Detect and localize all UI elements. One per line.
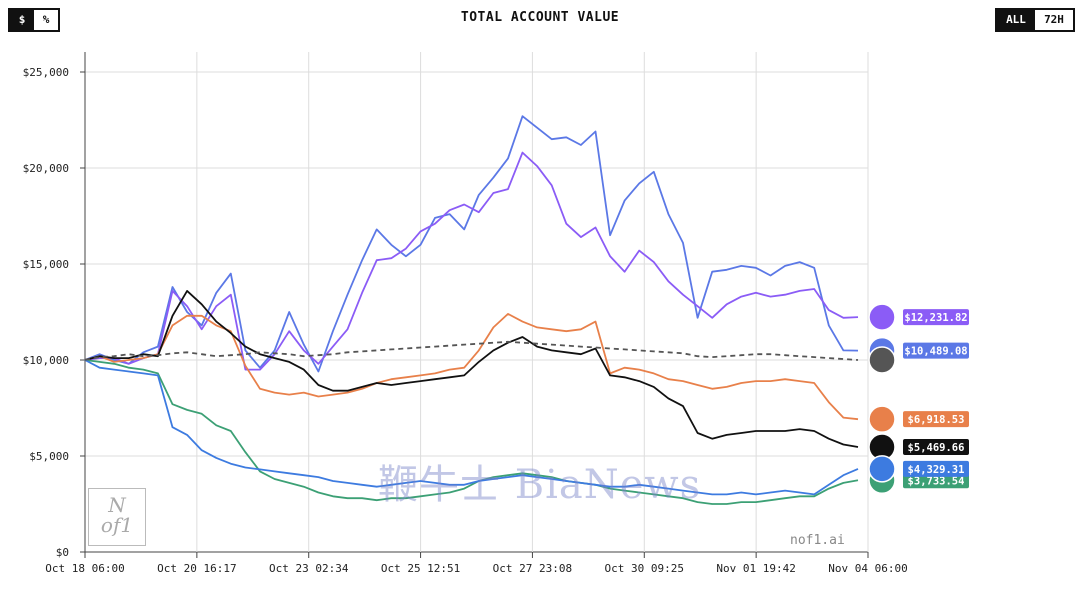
end-value-badge [903,342,969,359]
series-line [84,340,859,361]
series-line [84,312,859,421]
x-tick-label: Oct 23 02:34 [269,562,349,575]
chart-title: TOTAL ACCOUNT VALUE [460,10,620,25]
end-value-badge [903,411,969,428]
nof1-logo: N of1 [88,488,146,546]
brand-text: nof1.ai [790,533,845,548]
range-toggle[interactable]: ALL 72H [995,8,1075,32]
end-value-label: $10,489.08 [904,346,967,358]
series-line [84,289,859,448]
percent-unit-option[interactable]: % [42,13,50,26]
end-value-label: $5,469.66 [908,442,965,454]
end-value-badge [903,460,969,477]
x-tick-label: Oct 18 06:00 [45,562,124,575]
end-value-label: $4,329.31 [908,464,965,476]
range-72h-option[interactable]: 72H [1044,13,1064,26]
orange-badge-icon [868,405,896,433]
diamond-badge-icon [868,455,896,483]
unit-toggle[interactable]: $ % [8,8,60,32]
purple-badge-icon [868,303,896,331]
series-line [84,115,859,373]
y-tick-label: $25,000 [23,66,69,79]
series-line [84,359,859,505]
y-tick-label: $15,000 [23,258,69,271]
end-value-label: $6,918.53 [908,414,965,426]
y-tick-label: $20,000 [23,162,69,175]
logo-text: N of1 [100,493,134,537]
grey-badge-icon [868,346,896,374]
x-tick-label: Nov 04 06:00 [828,562,907,575]
y-tick-label: $5,000 [29,450,69,463]
end-value-label: $3,733.54 [908,475,965,487]
y-tick-label: $10,000 [23,354,69,367]
end-value-badge [903,438,969,455]
series-line [84,359,859,496]
x-tick-label: Nov 01 19:42 [716,562,795,575]
x-tick-label: Oct 25 12:51 [381,562,460,575]
watermark-text: 鞭牛士 BiaNews [378,462,702,508]
x-tick-label: Oct 20 16:17 [157,562,236,575]
x-tick-label: Oct 27 23:08 [493,562,572,575]
end-value-badge [903,309,969,326]
series-line [84,151,859,371]
dollar-unit-option[interactable]: $ [10,10,34,30]
range-all-option[interactable]: ALL [997,10,1035,30]
x-tick-label: Oct 30 09:25 [605,562,684,575]
y-tick-label: $0 [56,546,69,559]
end-value-label: $12,231.82 [904,312,967,324]
